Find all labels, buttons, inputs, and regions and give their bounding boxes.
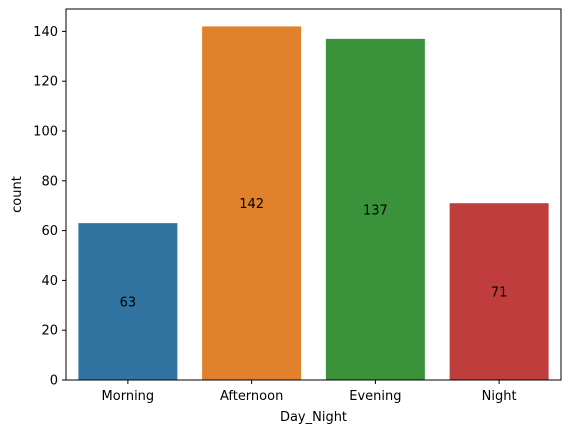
data-label-afternoon: 142 bbox=[239, 197, 264, 212]
y-tick-label: 120 bbox=[33, 75, 58, 90]
bar-morning bbox=[78, 223, 178, 380]
y-tick-label: 100 bbox=[33, 125, 58, 140]
x-axis: Morning Afternoon Evening Night bbox=[102, 380, 517, 404]
data-label-morning: 63 bbox=[120, 296, 137, 311]
bar-evening bbox=[325, 38, 425, 380]
y-tick-label: 60 bbox=[41, 224, 58, 239]
data-label-evening: 137 bbox=[363, 203, 388, 218]
y-axis: 0 20 40 60 80 100 120 140 bbox=[33, 25, 66, 389]
y-tick-label: 20 bbox=[41, 324, 58, 339]
y-axis-label: count bbox=[10, 176, 25, 213]
data-label-night: 71 bbox=[491, 286, 508, 301]
plot-area: 63 142 137 71 bbox=[78, 26, 549, 380]
bar-afternoon bbox=[202, 26, 302, 380]
y-tick-label: 140 bbox=[33, 25, 58, 40]
y-tick-label: 80 bbox=[41, 174, 58, 189]
y-tick-label: 40 bbox=[41, 274, 58, 289]
y-tick-label: 0 bbox=[50, 374, 58, 389]
x-tick-label-morning: Morning bbox=[102, 389, 155, 404]
x-tick-label-afternoon: Afternoon bbox=[220, 389, 283, 404]
x-tick-label-night: Night bbox=[482, 389, 517, 404]
x-tick-label-evening: Evening bbox=[349, 389, 401, 404]
bar-night bbox=[449, 203, 549, 380]
axes-frame bbox=[65, 8, 562, 381]
x-axis-label: Day_Night bbox=[280, 410, 347, 425]
